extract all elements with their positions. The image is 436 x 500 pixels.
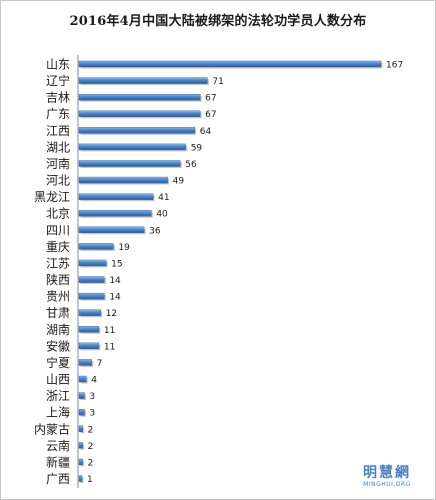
value-label: 3 bbox=[89, 409, 95, 419]
category-label: 安徽 bbox=[46, 338, 70, 353]
bar bbox=[78, 243, 114, 250]
value-label: 15 bbox=[111, 259, 122, 269]
logo-name-cn: 明慧網 bbox=[363, 465, 411, 481]
value-label: 67 bbox=[205, 110, 216, 120]
category-label: 江苏 bbox=[46, 256, 70, 270]
value-label: 3 bbox=[89, 392, 95, 402]
bar bbox=[78, 326, 100, 333]
value-label: 49 bbox=[173, 177, 185, 187]
value-label: 19 bbox=[118, 243, 130, 253]
value-label: 40 bbox=[156, 210, 168, 220]
value-label: 7 bbox=[97, 359, 103, 369]
value-label: 4 bbox=[91, 376, 97, 386]
category-label: 广西 bbox=[46, 472, 70, 486]
bar bbox=[78, 127, 195, 134]
bar bbox=[78, 408, 85, 416]
category-label: 内蒙古 bbox=[34, 421, 70, 436]
bar bbox=[78, 110, 201, 117]
value-label: 11 bbox=[104, 342, 115, 352]
value-label: 11 bbox=[104, 326, 115, 336]
bar bbox=[78, 458, 83, 466]
value-label: 2 bbox=[88, 458, 94, 468]
bar bbox=[78, 442, 83, 449]
category-label: 北京 bbox=[46, 207, 70, 221]
category-label: 浙江 bbox=[46, 389, 70, 403]
bar bbox=[78, 375, 87, 383]
bar bbox=[78, 309, 101, 316]
value-label: 64 bbox=[200, 127, 212, 137]
category-label: 云南 bbox=[46, 438, 70, 453]
value-label: 56 bbox=[185, 160, 197, 170]
category-label: 上海 bbox=[46, 405, 70, 420]
category-label: 河北 bbox=[46, 174, 70, 188]
category-label: 湖北 bbox=[46, 139, 70, 154]
category-label: 重庆 bbox=[46, 240, 70, 254]
category-label: 陕西 bbox=[46, 272, 70, 287]
value-label: 71 bbox=[212, 77, 223, 87]
category-label: 广东 bbox=[46, 107, 70, 121]
value-label: 67 bbox=[205, 94, 216, 104]
bar bbox=[78, 210, 152, 217]
bar bbox=[78, 392, 85, 399]
bar bbox=[78, 259, 107, 267]
value-label: 12 bbox=[106, 309, 117, 319]
value-label: 167 bbox=[386, 61, 403, 71]
category-label: 湖南 bbox=[46, 322, 70, 337]
category-label: 黑龙江 bbox=[34, 190, 70, 204]
bar bbox=[78, 93, 201, 101]
bar bbox=[78, 193, 154, 200]
bar bbox=[78, 143, 186, 151]
category-label: 新疆 bbox=[46, 454, 70, 469]
bar bbox=[78, 342, 100, 350]
bar bbox=[78, 77, 208, 84]
value-label: 1 bbox=[87, 475, 93, 485]
category-label: 辽宁 bbox=[46, 73, 70, 88]
value-label: 41 bbox=[158, 193, 169, 203]
bar bbox=[78, 60, 382, 68]
category-label: 吉林 bbox=[46, 91, 70, 105]
value-label: 2 bbox=[88, 425, 94, 435]
value-label: 14 bbox=[109, 293, 121, 303]
category-label: 河南 bbox=[46, 156, 70, 171]
logo-name-en: MINGHUI.ORG bbox=[363, 481, 411, 488]
minghui-logo: 明慧網 MINGHUI.ORG bbox=[352, 466, 422, 489]
bar bbox=[78, 276, 105, 283]
bar bbox=[78, 425, 83, 432]
category-label: 山东 bbox=[46, 58, 70, 72]
value-label: 59 bbox=[191, 143, 203, 153]
category-label: 山西 bbox=[46, 373, 70, 387]
bar bbox=[78, 226, 145, 234]
category-label: 贵州 bbox=[46, 290, 70, 304]
category-label: 宁夏 bbox=[46, 355, 70, 370]
bar bbox=[78, 292, 105, 300]
value-label: 2 bbox=[88, 442, 94, 452]
category-label: 四川 bbox=[46, 223, 70, 237]
bar bbox=[78, 160, 181, 167]
value-label: 36 bbox=[149, 226, 161, 236]
category-label: 甘肃 bbox=[46, 306, 70, 320]
bar bbox=[78, 359, 92, 366]
bar bbox=[78, 475, 83, 482]
value-label: 14 bbox=[109, 276, 121, 286]
chart-title: 2016年4月中国大陆被绑架的法轮功学员人数分布 bbox=[69, 14, 367, 29]
category-label: 江西 bbox=[46, 124, 70, 138]
bar bbox=[78, 176, 168, 184]
